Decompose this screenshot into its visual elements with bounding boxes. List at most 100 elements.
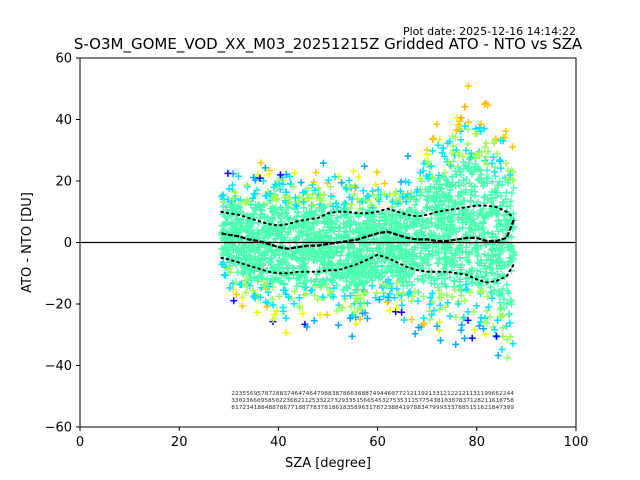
scatter-point (421, 245, 429, 253)
scatter-point (402, 277, 410, 285)
scatter-point (268, 246, 276, 254)
scatter-point (282, 290, 290, 298)
scatter-point (309, 201, 317, 209)
scatter-point (228, 206, 236, 214)
scatter-point (328, 265, 336, 273)
scatter-point (441, 281, 449, 288)
scatter-point (429, 147, 436, 155)
scatter-point (353, 195, 361, 203)
scatter-point (392, 308, 400, 316)
scatter-point (509, 143, 516, 151)
scatter-point (496, 305, 504, 313)
scatter-point (382, 250, 390, 258)
scatter-point (243, 255, 251, 263)
scatter-point (422, 203, 430, 211)
scatter-point (458, 200, 466, 208)
scatter-point (258, 203, 265, 211)
scatter-point (284, 230, 292, 238)
scatter-point (333, 214, 341, 222)
scatter-point (383, 298, 391, 306)
scatter-point (435, 326, 443, 334)
scatter-point (467, 182, 475, 190)
scatter-point (487, 194, 495, 202)
scatter-point (281, 286, 289, 294)
scatter-point (319, 159, 327, 167)
x-axis-label: SZA [degree] (285, 456, 371, 471)
scatter-point (492, 172, 499, 180)
scatter-point (284, 204, 292, 212)
scatter-point (475, 224, 483, 232)
scatter-point (494, 216, 502, 224)
scatter-point (464, 118, 472, 126)
x-tick-label: 0 (76, 435, 84, 450)
scatter-point (504, 179, 512, 187)
scatter-point (346, 314, 354, 322)
scatter-point (302, 223, 310, 231)
scatter-point (434, 141, 442, 149)
scatter-point (438, 206, 446, 214)
series-median-line (221, 218, 516, 250)
scatter-point (337, 304, 345, 312)
scatter-point (302, 270, 310, 278)
scatter-point (313, 270, 321, 278)
scatter-point (240, 264, 248, 272)
scatter-point (495, 263, 503, 270)
scatter-point (494, 352, 502, 359)
scatter-point (483, 293, 491, 301)
scatter-point (388, 266, 396, 274)
scatter-layer (218, 82, 518, 362)
scatter-point (338, 179, 346, 187)
scatter-point (481, 192, 489, 200)
y-tick-label: 0 (64, 236, 72, 251)
scatter-point (323, 311, 331, 319)
scatter-point (303, 323, 311, 331)
scatter-point (281, 234, 289, 242)
scatter-point (237, 249, 244, 257)
scatter-point (486, 313, 494, 321)
scatter-point (310, 229, 318, 237)
scatter-point (424, 175, 432, 182)
scatter-point (271, 235, 279, 243)
scatter-point (361, 253, 369, 261)
scatter-point (492, 332, 500, 340)
scatter-point (496, 178, 504, 185)
scatter-point (281, 193, 289, 201)
scatter-point (452, 126, 460, 134)
scatter-point (262, 298, 270, 306)
scatter-point (272, 227, 280, 235)
scatter-point (311, 292, 319, 300)
scatter-point (505, 311, 513, 319)
scatter-point (462, 175, 470, 183)
scatter-point (237, 219, 245, 227)
scatter-point (438, 225, 446, 233)
scatter-point (442, 254, 450, 262)
scatter-point (509, 340, 517, 348)
scatter-point (369, 187, 377, 195)
scatter-point (448, 249, 455, 257)
scatter-point (502, 322, 510, 330)
scatter-point (401, 251, 409, 259)
scatter-point (397, 187, 405, 195)
scatter-point (396, 214, 404, 222)
scatter-point (452, 340, 460, 348)
scatter-point (471, 183, 479, 191)
scatter-point (471, 192, 479, 200)
scatter-point (478, 281, 485, 289)
scatter-point (481, 250, 489, 258)
scatter-point (481, 143, 489, 151)
scatter-point (459, 152, 466, 160)
scatter-point (476, 175, 483, 183)
scatter-point (337, 242, 345, 250)
scatter-point (282, 314, 290, 322)
scatter-point (248, 267, 256, 275)
scatter-point (291, 194, 299, 202)
scatter-point (486, 264, 494, 272)
scatter-point (414, 297, 422, 305)
scatter-point (453, 271, 461, 279)
scatter-point (444, 232, 451, 240)
scatter-point (350, 218, 358, 226)
scatter-point (399, 193, 407, 201)
scatter-point (506, 202, 514, 210)
scatter-point (450, 277, 458, 285)
scatter-point (298, 258, 306, 266)
